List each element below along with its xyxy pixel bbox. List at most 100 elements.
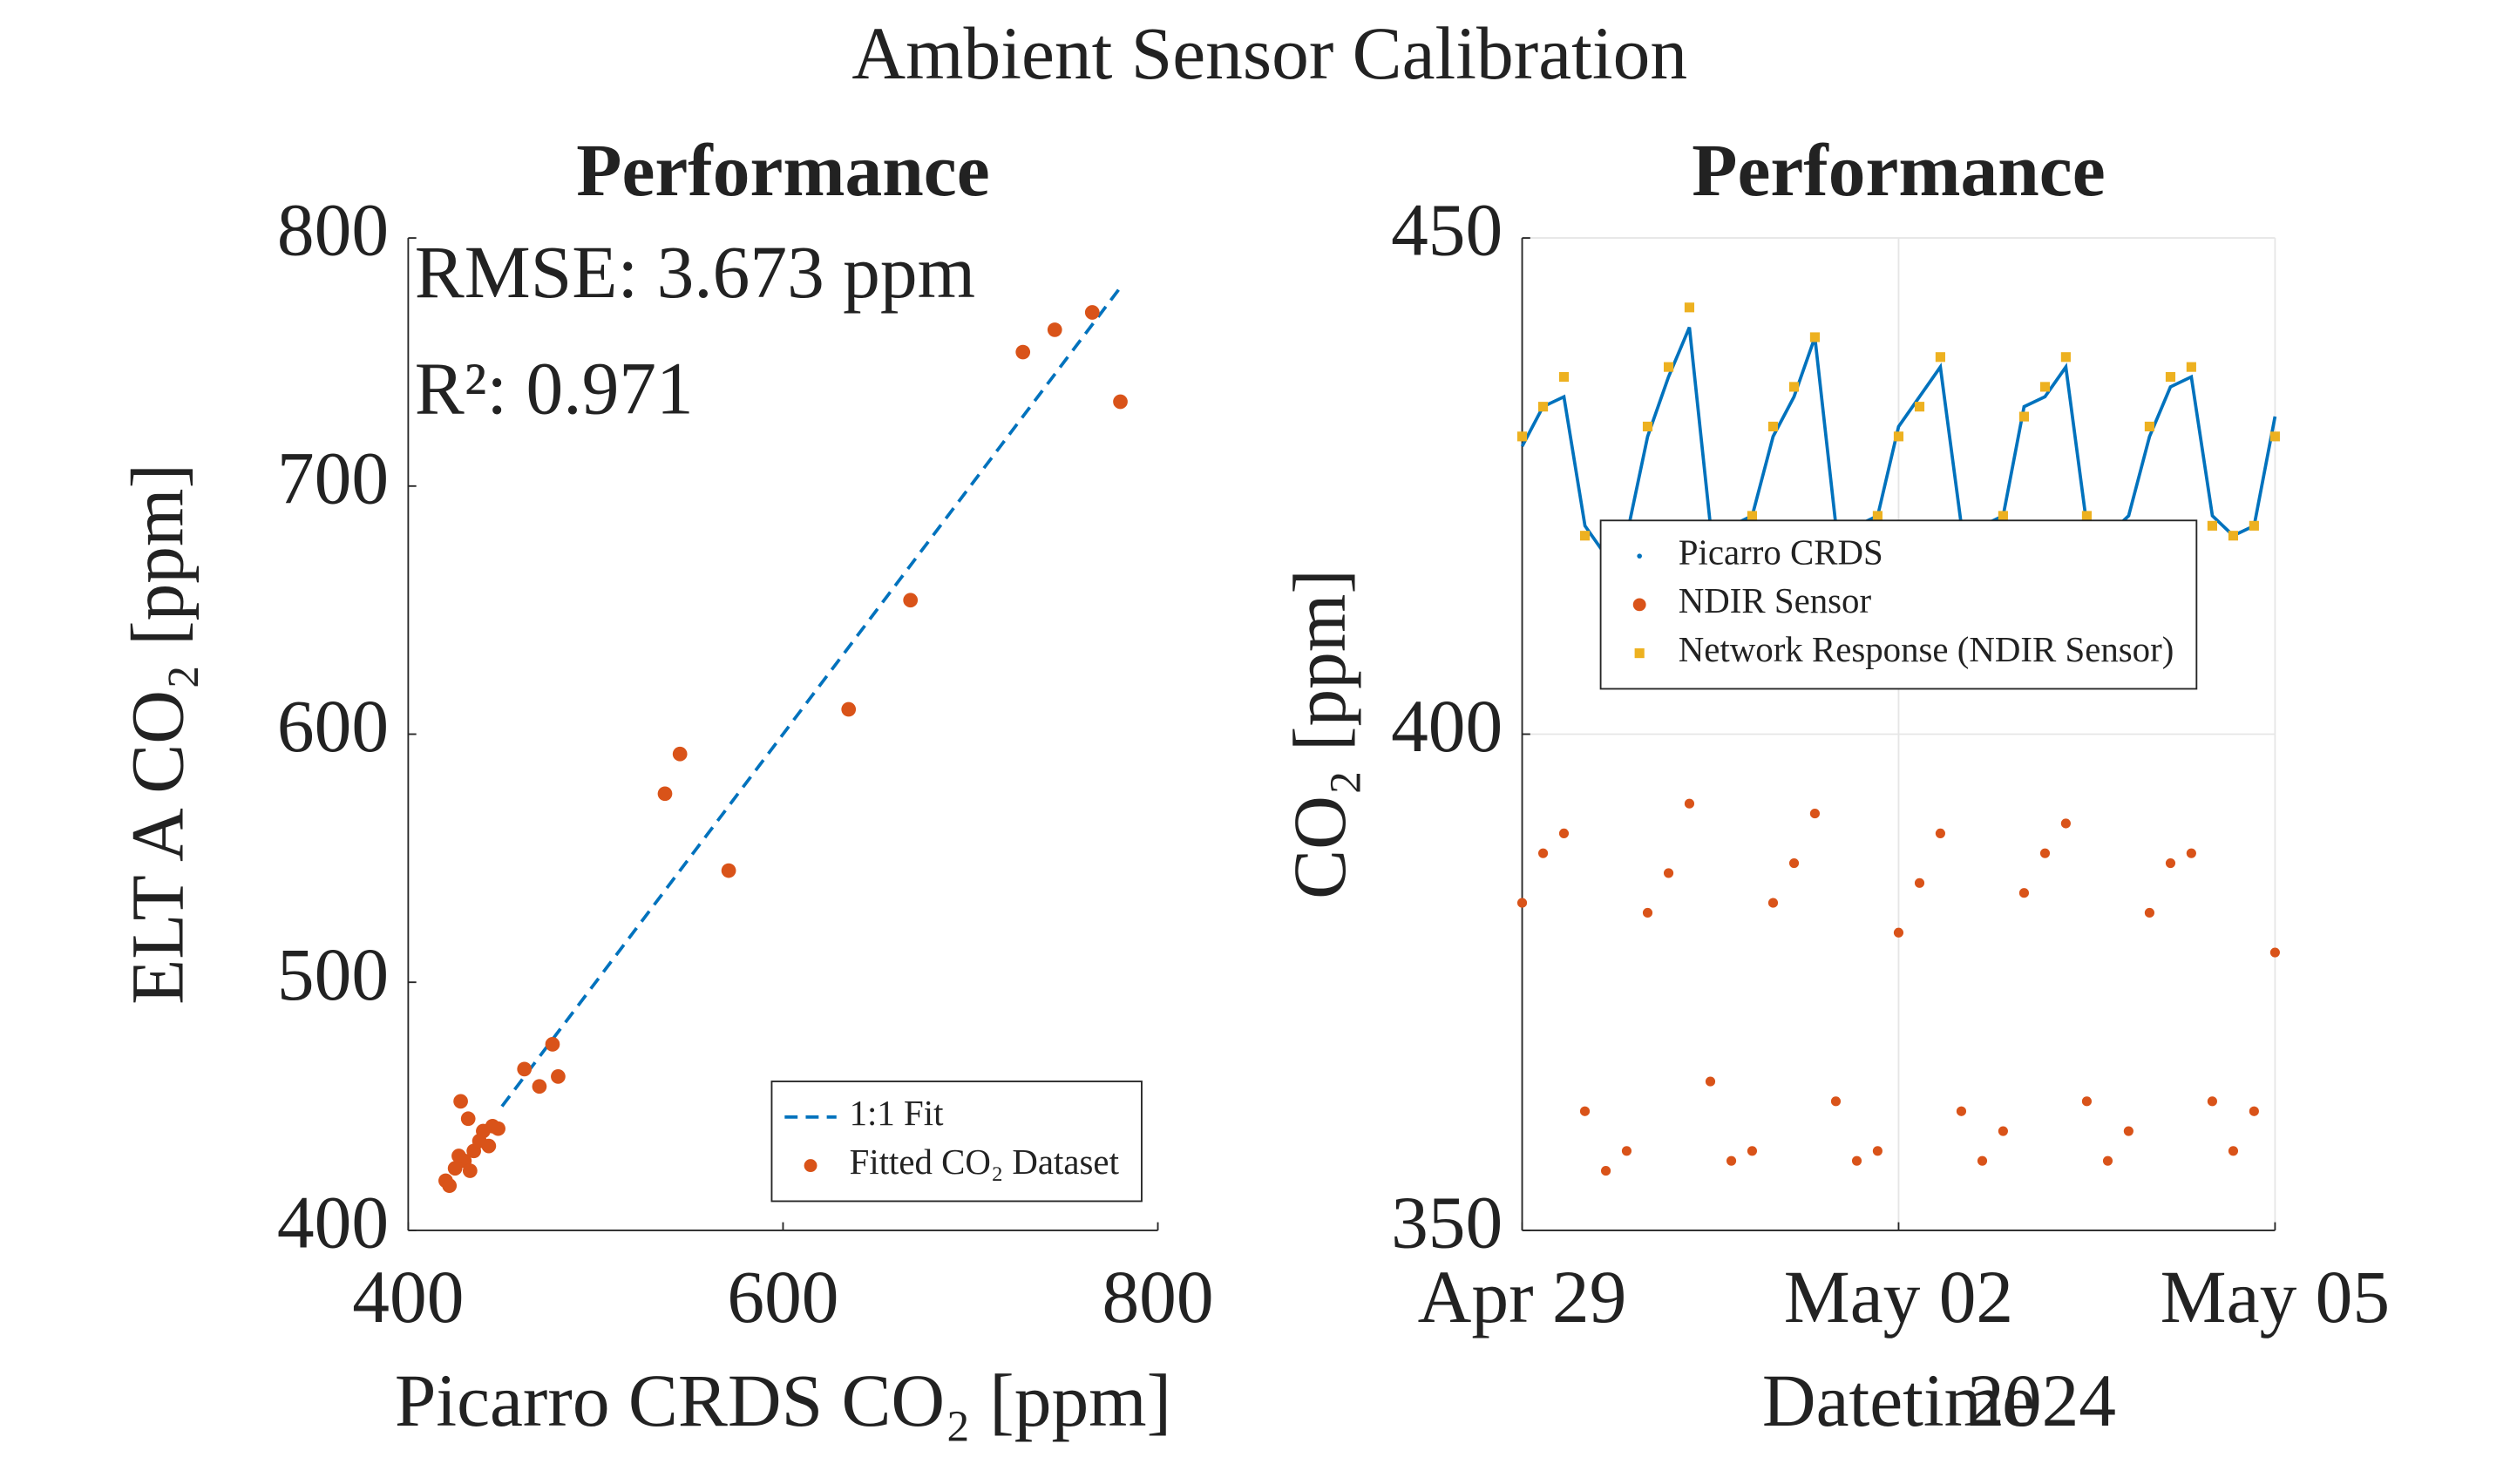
x-axis-label: Picarro CRDS CO₂ [ppm]	[395, 1360, 1171, 1442]
data-point	[451, 1149, 466, 1163]
data-point	[1851, 1155, 1862, 1166]
data-point	[481, 1138, 497, 1154]
legend-label: NDIR Sensor	[1679, 581, 1872, 620]
legend-label: Network Response (NDIR Sensor)	[1679, 630, 2174, 669]
data-point	[1977, 1155, 1988, 1166]
data-point	[1893, 431, 1904, 442]
legend-box	[770, 1081, 1143, 1203]
data-point	[2228, 1146, 2239, 1156]
data-point	[1788, 382, 1800, 392]
data-point	[1935, 828, 1945, 838]
data-point	[2018, 411, 2030, 422]
data-point	[1788, 857, 1800, 869]
data-point	[442, 1178, 458, 1194]
data-point	[2207, 520, 2217, 531]
data-point	[1914, 878, 1925, 888]
legend-swatch	[804, 1159, 817, 1173]
data-point	[1998, 511, 2008, 521]
annotation: R²: 0.971	[415, 349, 694, 430]
legend-label: 1:1 Fit	[850, 1094, 945, 1133]
x-axis-sublabel: 2024	[1967, 1360, 2116, 1442]
data-point	[453, 1094, 468, 1109]
chart-panel: 400 600 800 400 500 600 700 800 Performance Picar…	[117, 130, 1213, 1442]
data-line	[500, 286, 1122, 1108]
data-point	[1705, 1076, 1716, 1087]
data-point	[1998, 1126, 2008, 1136]
legend-swatch	[1632, 598, 1646, 612]
data-point	[2228, 531, 2239, 541]
x-tick-label: 600	[727, 1257, 838, 1338]
data-point	[2207, 1096, 2217, 1107]
data-point	[1935, 352, 1945, 363]
data-point	[1956, 1106, 1967, 1116]
data-point	[1642, 421, 1653, 432]
data-point	[1538, 402, 1549, 412]
data-point	[460, 1111, 476, 1127]
data-point	[1663, 362, 1674, 372]
annotation: RMSE: 3.673 ppm	[415, 232, 975, 314]
y-tick-label: 400	[277, 1182, 389, 1264]
data-point	[2102, 1155, 2113, 1166]
data-point	[657, 786, 673, 802]
x-axis-label: Datetime	[1762, 1360, 2035, 1442]
data-point	[2144, 421, 2154, 432]
legend-swatch	[1634, 648, 1645, 659]
data-point	[1767, 421, 1779, 432]
legend-box	[1599, 519, 2198, 690]
chart-title: Performance	[1692, 130, 2105, 212]
y-tick-label: 800	[277, 190, 389, 272]
data-point	[2060, 818, 2071, 829]
data-point	[2039, 848, 2051, 858]
y-tick-label: 450	[1391, 190, 1503, 272]
data-point	[2186, 362, 2196, 372]
data-point	[1893, 927, 1904, 938]
x-tick-label: May 05	[2161, 1257, 2390, 1338]
y-tick-label: 500	[277, 934, 389, 1016]
x-tick-label: 400	[352, 1257, 464, 1338]
data-point	[2249, 1106, 2259, 1116]
data-point	[1621, 1146, 1632, 1156]
data-point	[1767, 898, 1779, 908]
data-point	[1047, 322, 1062, 337]
data-point	[2186, 848, 2196, 858]
x-tick-label: Apr 29	[1418, 1257, 1627, 1338]
data-point	[1684, 798, 1695, 809]
data-point	[2123, 1126, 2134, 1136]
data-point	[903, 593, 919, 608]
data-point	[2144, 907, 2154, 918]
data-point	[2165, 371, 2176, 383]
y-tick-label: 700	[277, 437, 389, 519]
data-point	[1516, 431, 1528, 442]
data-point	[1914, 402, 1925, 412]
data-point	[2060, 352, 2071, 363]
chart-panel: Apr 29 May 02 May 05 350 400 450 Performance Da…	[1279, 130, 2390, 1442]
figure-title: Ambient Sensor Calibration	[851, 13, 1687, 95]
y-tick-label: 350	[1391, 1182, 1503, 1264]
x-tick-label: May 02	[1784, 1257, 2013, 1338]
data-point	[2269, 947, 2280, 958]
data-point	[1642, 907, 1653, 918]
legend: 1:1 Fit Fitted CO₂ Dataset	[770, 1081, 1143, 1203]
data-point	[1600, 1166, 1611, 1176]
data-point	[2081, 1096, 2093, 1107]
data-point	[1809, 809, 1821, 819]
data-point	[1538, 848, 1549, 858]
data-point	[2269, 431, 2280, 442]
legend-swatch	[1637, 553, 1642, 559]
data-point	[721, 863, 736, 878]
data-point	[1663, 868, 1674, 878]
y-axis-label: CO₂ [ppm]	[1279, 569, 1361, 899]
data-point	[2165, 857, 2176, 869]
data-point	[1872, 1146, 1882, 1156]
data-point	[1558, 828, 1570, 838]
data-line	[1520, 326, 2277, 559]
data-point	[1579, 1106, 1591, 1116]
data-point	[462, 1163, 478, 1178]
data-point	[517, 1061, 533, 1077]
data-point	[2039, 382, 2051, 392]
data-point	[1726, 1155, 1737, 1166]
data-point	[1015, 344, 1031, 360]
data-point	[1579, 531, 1591, 541]
data-point	[532, 1079, 547, 1094]
